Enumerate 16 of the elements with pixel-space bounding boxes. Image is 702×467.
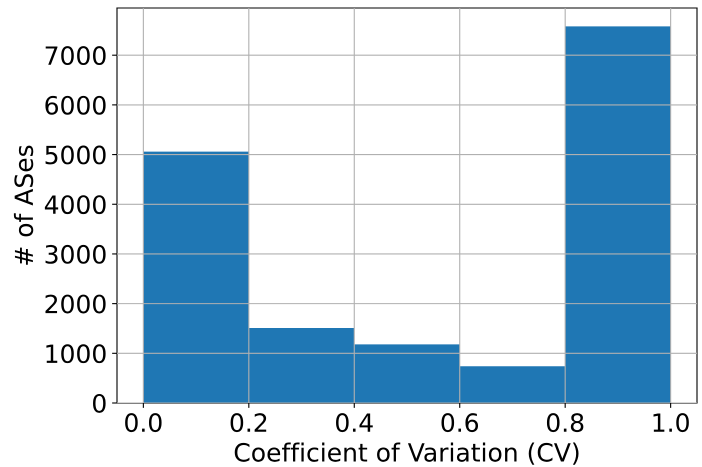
x-tick-label: 0.6	[441, 413, 478, 432]
x-tick-label: 0.2	[230, 413, 266, 432]
y-tick-label: 0	[93, 394, 106, 413]
x-tick-label: 1.0	[654, 413, 689, 432]
y-tick-label: 4000	[44, 195, 106, 214]
y-tick-label: 1000	[46, 344, 106, 364]
y-tick-label: 6000	[45, 96, 106, 115]
y-axis-title: # of ASes	[14, 146, 34, 265]
y-tick-label: 3000	[46, 244, 106, 264]
x-axis-title: Coefficient of Variation (CV)	[234, 442, 579, 465]
y-tick-label: 7000	[46, 46, 106, 66]
x-tick-label: 0.0	[125, 413, 162, 432]
x-tick-label: 0.8	[546, 413, 584, 432]
y-tick-label: 5000	[46, 146, 106, 164]
y-tick-label: 2000	[45, 294, 106, 314]
x-tick-label: 0.4	[336, 413, 373, 432]
